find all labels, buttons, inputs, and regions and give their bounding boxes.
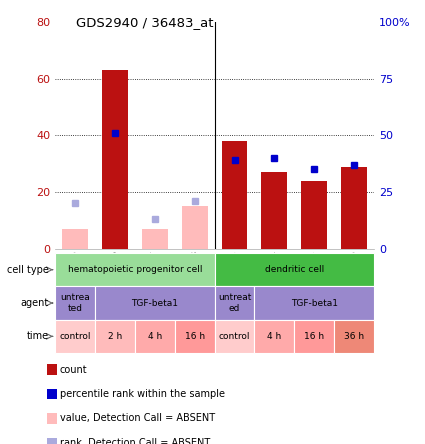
Text: hematopoietic progenitor cell: hematopoietic progenitor cell bbox=[68, 265, 202, 274]
Bar bbox=[301, 181, 327, 249]
Text: control: control bbox=[219, 332, 250, 341]
Text: untrea
ted: untrea ted bbox=[60, 293, 90, 313]
Bar bbox=[215, 253, 374, 286]
Bar bbox=[261, 172, 287, 249]
Bar bbox=[341, 166, 367, 249]
Text: rank, Detection Call = ABSENT: rank, Detection Call = ABSENT bbox=[60, 438, 210, 444]
Bar bbox=[55, 253, 215, 286]
Text: cell type: cell type bbox=[7, 265, 49, 275]
Text: percentile rank within the sample: percentile rank within the sample bbox=[60, 389, 224, 399]
Text: dendritic cell: dendritic cell bbox=[265, 265, 324, 274]
Bar bbox=[55, 286, 95, 320]
Bar bbox=[102, 70, 128, 249]
Text: untreat
ed: untreat ed bbox=[218, 293, 251, 313]
Bar bbox=[135, 320, 175, 353]
Bar bbox=[142, 229, 168, 249]
Bar bbox=[62, 229, 88, 249]
Bar bbox=[175, 320, 215, 353]
Text: agent: agent bbox=[21, 298, 49, 308]
Text: 16 h: 16 h bbox=[304, 332, 324, 341]
Text: time: time bbox=[27, 331, 49, 341]
Bar bbox=[294, 320, 334, 353]
Bar bbox=[221, 141, 247, 249]
Bar bbox=[255, 320, 294, 353]
Text: value, Detection Call = ABSENT: value, Detection Call = ABSENT bbox=[60, 413, 215, 424]
Bar bbox=[182, 206, 208, 249]
Text: 4 h: 4 h bbox=[267, 332, 281, 341]
Bar bbox=[215, 320, 255, 353]
Bar bbox=[95, 320, 135, 353]
Text: control: control bbox=[60, 332, 91, 341]
Text: TGF-beta1: TGF-beta1 bbox=[131, 298, 178, 308]
Text: 2 h: 2 h bbox=[108, 332, 122, 341]
Bar bbox=[334, 320, 374, 353]
Bar bbox=[55, 320, 95, 353]
Bar bbox=[95, 286, 215, 320]
Text: TGF-beta1: TGF-beta1 bbox=[291, 298, 338, 308]
Text: 36 h: 36 h bbox=[344, 332, 364, 341]
Bar bbox=[255, 286, 374, 320]
Text: GDS2940 / 36483_at: GDS2940 / 36483_at bbox=[76, 16, 214, 28]
Text: count: count bbox=[60, 365, 87, 375]
Bar bbox=[215, 286, 255, 320]
Text: 4 h: 4 h bbox=[148, 332, 162, 341]
Text: 16 h: 16 h bbox=[184, 332, 205, 341]
